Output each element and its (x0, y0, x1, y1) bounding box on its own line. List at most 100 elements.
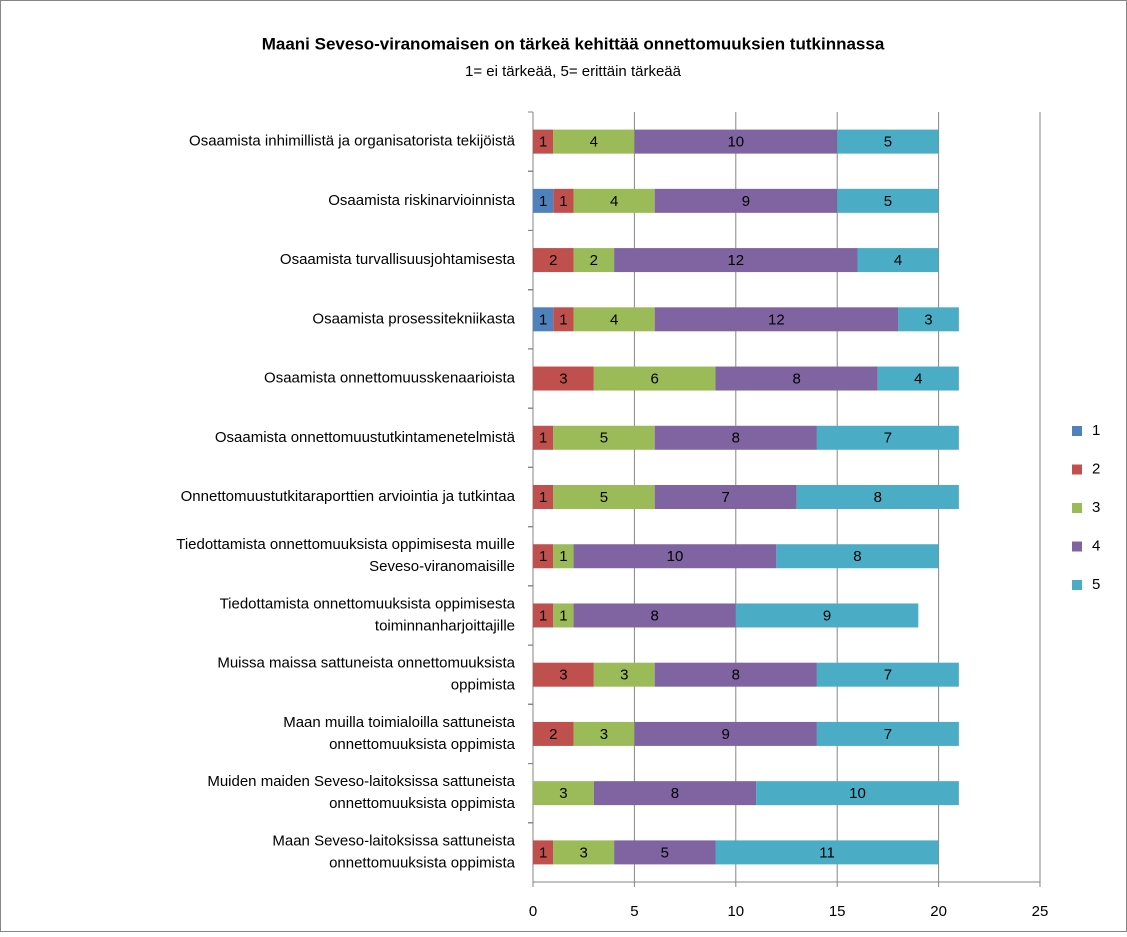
bar-segment (614, 248, 858, 273)
legend-swatch (1072, 541, 1082, 552)
bar-segment (533, 485, 554, 509)
chart-subtitle: 1= ei tärkeää, 5= erittäin tärkeää (465, 63, 682, 80)
data-label: 9 (721, 726, 729, 743)
bar-segment (573, 603, 736, 628)
data-label: 8 (732, 667, 740, 684)
bar-segment (776, 544, 939, 569)
legend-label: 3 (1092, 499, 1100, 516)
data-label: 7 (721, 489, 729, 506)
data-label: 1 (539, 134, 547, 151)
data-label: 1 (539, 489, 547, 506)
data-label: 1 (559, 311, 567, 328)
data-label: 8 (671, 785, 679, 802)
data-label: 2 (549, 726, 557, 743)
legend-swatch (1072, 503, 1082, 513)
bar-segment (715, 366, 878, 391)
data-label: 5 (600, 489, 608, 506)
legend-swatch (1072, 464, 1082, 475)
x-tick-label: 15 (829, 903, 846, 920)
data-label: 7 (884, 667, 892, 684)
x-tick-label: 10 (727, 903, 744, 920)
bar-segment (654, 188, 838, 213)
data-label: 8 (874, 489, 882, 506)
bar-segment (756, 781, 959, 806)
data-label: 4 (914, 371, 922, 388)
data-label: 2 (549, 252, 557, 269)
legend-label: 5 (1092, 576, 1100, 593)
data-label: 10 (727, 134, 744, 151)
bar-segment (553, 840, 615, 865)
data-label: 11 (819, 844, 835, 861)
legend-swatch (1072, 580, 1082, 590)
data-label: 3 (924, 311, 932, 328)
y-tick-label: Onnettomuustutkitaraporttien arviointia … (181, 488, 516, 505)
bar-segment (634, 129, 838, 154)
bar-segment (533, 425, 554, 450)
data-label: 7 (884, 726, 892, 743)
bar-segment (816, 662, 959, 687)
data-label: 1 (559, 193, 567, 210)
y-tick-label: Osaamista prosessitekniikasta (312, 310, 515, 327)
data-label: 8 (853, 548, 861, 565)
bar-segment (533, 366, 594, 391)
data-label: 7 (884, 430, 892, 447)
data-label: 6 (651, 371, 659, 388)
bar-segment (877, 366, 959, 391)
x-tick-label: 5 (630, 903, 638, 920)
data-label: 3 (559, 785, 567, 802)
bar-segment (816, 425, 959, 450)
data-label: 12 (768, 311, 785, 328)
legend-label: 2 (1092, 460, 1100, 477)
data-label: 3 (559, 371, 567, 388)
y-tick-label: Osaamista turvallisuusjohtamisesta (280, 251, 516, 268)
bar-segment (573, 188, 655, 213)
bar-segment (715, 840, 939, 865)
data-label: 9 (823, 607, 831, 624)
bar-segment (553, 603, 574, 628)
bar-segment (533, 662, 594, 687)
bar-segment (573, 248, 615, 273)
bar-segment (837, 129, 939, 154)
data-label: 3 (559, 667, 567, 684)
bar-segment (898, 307, 959, 332)
y-tick-label: Osaamista riskinarvioinnista (328, 192, 515, 209)
bar-segment (654, 425, 817, 450)
y-tick-label: Tiedottamista onnettomuuksista oppimises… (176, 536, 515, 575)
y-tick-label: Osaamista onnettomuustutkintamenetelmist… (215, 429, 516, 446)
bar-segment (573, 307, 655, 332)
data-label: 4 (590, 134, 598, 151)
data-label: 4 (610, 311, 618, 328)
bar-segment (573, 721, 635, 746)
bar-segment (533, 721, 574, 746)
bar-segment (593, 662, 655, 687)
y-tick-label: Muissa maissa sattuneista onnettomuuksis… (217, 655, 515, 694)
data-label: 5 (600, 430, 608, 447)
y-tick-label: Muiden maiden Seveso-laitoksissa sattune… (207, 773, 515, 812)
y-tick-label: Maan muilla toimialoilla sattuneista onne… (283, 714, 515, 753)
bar-segment (533, 781, 594, 806)
bar-segment (816, 721, 959, 746)
bar-segment (553, 188, 574, 213)
bar-segment (533, 307, 554, 332)
bar-segment (533, 188, 554, 213)
data-label: 3 (600, 726, 608, 743)
bar-segment (593, 366, 716, 391)
data-label: 1 (539, 193, 547, 210)
y-tick-label: Tiedottamista onnettomuuksista oppimises… (220, 595, 516, 634)
bar-segment (614, 840, 716, 865)
data-label: 3 (580, 844, 588, 861)
data-label: 8 (792, 371, 800, 388)
data-label: 4 (894, 252, 902, 269)
bar-segment (553, 485, 655, 509)
bar-segment (553, 544, 574, 569)
x-tick-label: 0 (529, 903, 537, 920)
bar-segment (553, 425, 655, 450)
x-tick-label: 20 (930, 903, 947, 920)
bar-segment (654, 307, 899, 332)
bar-segment (533, 840, 554, 865)
bar-segment (735, 603, 919, 628)
y-tick-label: Osaamista inhimillistä ja organisatorist… (189, 133, 516, 150)
bar-segment (837, 188, 939, 213)
data-label: 8 (651, 607, 659, 624)
